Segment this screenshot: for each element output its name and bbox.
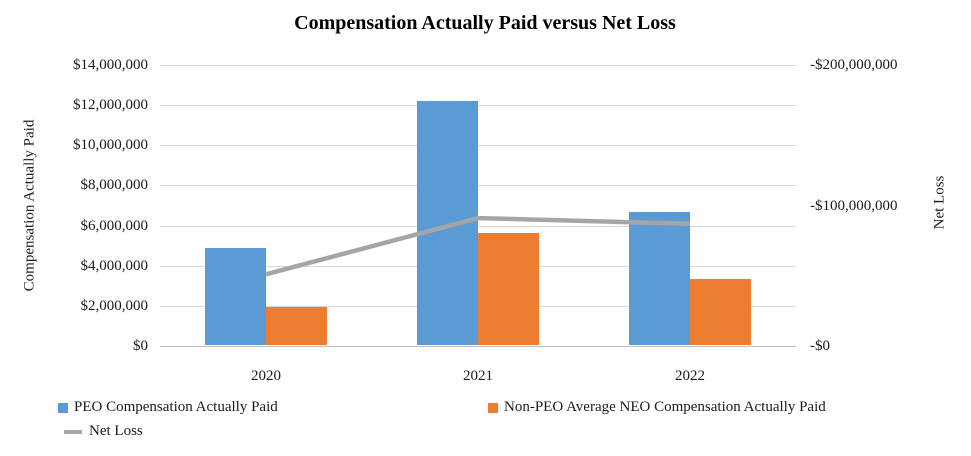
gridline	[160, 225, 796, 227]
bar-2021-series-1	[478, 232, 539, 345]
legend-swatch-gray-line-icon	[64, 429, 82, 434]
left-axis-tick-labels: $14,000,000 $12,000,000 $10,000,000 $8,000,…	[0, 57, 149, 354]
legend-item-non-peo-compensation: Non-PEO Average NEO Compensation Actuall…	[488, 399, 826, 416]
x-axis-line	[160, 346, 796, 347]
right-axis-tick-label: -$100,000,000	[810, 197, 898, 214]
legend-label: PEO Compensation Actually Paid	[74, 399, 278, 415]
right-axis-tick-label: -$0	[810, 338, 830, 354]
gridline	[160, 105, 796, 107]
plot-area	[160, 65, 796, 347]
legend-swatch-orange-square-icon	[488, 402, 498, 413]
net-loss-line	[265, 215, 691, 277]
left-axis-tick-label: $14,000,000	[73, 57, 148, 73]
left-axis-tick-label: $2,000,000	[80, 297, 149, 314]
legend-label: Non-PEO Average NEO Compensation Actuall…	[504, 399, 826, 415]
left-axis-tick-label: $8,000,000	[80, 177, 149, 194]
right-axis-tick-labels: -$200,000,000 -$100,000,000 -$0	[810, 57, 960, 354]
left-axis-tick-label: $4,000,000	[80, 257, 149, 274]
net-loss-line-series	[265, 215, 691, 277]
category-label-2022: 2022	[675, 368, 705, 384]
chart-title: Compensation Actually Paid versus Net Lo…	[294, 12, 676, 34]
gridline	[160, 65, 796, 66]
left-axis-tick-label: $12,000,000	[73, 97, 148, 114]
legend-item-net-loss: Net Loss	[64, 423, 143, 440]
left-axis-tick-label: $10,000,000	[73, 137, 148, 154]
left-axis-tick-label: $0	[133, 338, 148, 354]
right-axis-tick-label: -$200,000,000	[810, 57, 898, 73]
gridline	[160, 185, 796, 187]
bar-2022-series-0	[629, 211, 690, 345]
category-axis-labels: 2020 2021 2022	[160, 368, 796, 388]
legend-label: Net Loss	[89, 423, 143, 439]
left-axis-tick-label: $6,000,000	[80, 217, 149, 234]
legend-swatch-blue-square-icon	[58, 402, 68, 413]
bar-2020-series-0	[205, 247, 266, 345]
legend-item-peo-compensation: PEO Compensation Actually Paid	[58, 399, 278, 416]
category-label-2021: 2021	[463, 368, 493, 384]
category-label-2020: 2020	[251, 368, 281, 384]
bar-2020-series-1	[266, 306, 327, 345]
bar-2022-series-1	[690, 278, 751, 345]
gridline	[160, 145, 796, 147]
